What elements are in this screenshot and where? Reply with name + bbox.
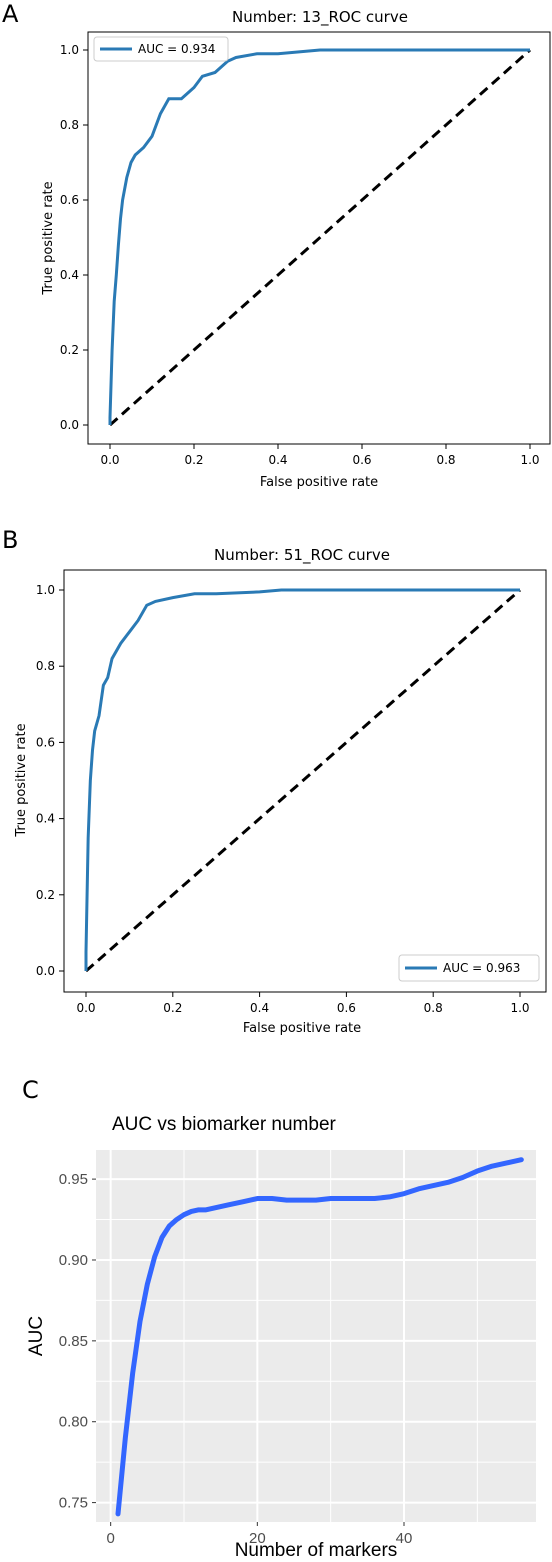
chart-b-ytick-label: 0.8 (36, 659, 55, 673)
chart-c-ytick-label: 0.95 (59, 1171, 88, 1188)
panel-letter-a: A (2, 0, 19, 28)
panel-a: A Number: 13_ROC curve 0.0 0.2 0.4 0.6 0.8 1.… (2, 0, 551, 490)
chart-c-ytick-label: 0.85 (59, 1333, 88, 1350)
panel-c: C AUC vs biomarker number 0 20 400.750.800… (22, 1076, 536, 1561)
chart-b-ytick-label: 0.2 (36, 888, 55, 902)
chart-a-xtick-label: 0.4 (268, 453, 287, 467)
chart-b-legend-box (398, 954, 540, 982)
chart-c-auc-line (115, 1157, 524, 1517)
chart-c-ytick-label: 0.75 (59, 1495, 88, 1512)
chart-b-ytick-label: 0.0 (36, 964, 55, 978)
chart-b-ytick-label: 0.4 (36, 812, 55, 826)
chart-c-ytick-label: 0.80 (59, 1414, 88, 1431)
panel-b: B Number: 51_ROC curve 0.0 0.2 0.4 0.6 0.8 1.… (2, 526, 547, 1036)
chart-a-xtick-label: 0.8 (436, 453, 455, 467)
chart-a-xlabel: False positive rate (260, 475, 378, 490)
chart-a-ytick-label: 1.0 (60, 43, 79, 57)
chart-a-chance-line (109, 48, 531, 427)
chart-a-frame (87, 31, 551, 445)
chart-a-xtick-label: 1.0 (520, 453, 539, 467)
chart-a-ytick-label: 0.4 (60, 268, 79, 282)
chart-b-legend: AUC = 0.963 (398, 954, 540, 982)
panel-letter-b: B (2, 526, 18, 554)
chart-c-ytick-label: 0.90 (59, 1252, 88, 1269)
chart-b-ytick-label: 0.6 (36, 735, 55, 749)
chart-b-chance-line (85, 588, 521, 973)
chart-b-ytick-label: 1.0 (36, 583, 55, 597)
panel-letter-c: C (22, 1076, 39, 1104)
chart-c-panel-background (96, 1150, 536, 1522)
chart-a-ylabel: True positive rate (41, 181, 56, 295)
chart-c-ylabel: AUC (26, 1316, 47, 1356)
chart-c-xtick-label: 40 (396, 1530, 413, 1547)
chart-b-xtick-label: 0.6 (337, 1001, 356, 1015)
chart-b-frame (63, 569, 547, 993)
chart-a-ytick-label: 0.8 (60, 118, 79, 132)
chart-b-xtick-label: 0.2 (163, 1001, 182, 1015)
chart-b-xtick-label: 0.4 (250, 1001, 269, 1015)
chart-b-title: Number: 51_ROC curve (214, 546, 390, 565)
chart-a-ytick-label: 0.6 (60, 193, 79, 207)
chart-a-ytick-label: 0.2 (60, 343, 79, 357)
chart-b-legend-label: AUC = 0.963 (443, 961, 520, 975)
chart-a-legend-box (93, 36, 229, 62)
chart-a-ytick-label: 0.0 (60, 418, 79, 432)
chart-b-xlabel: False positive rate (243, 1021, 361, 1036)
chart-a-ticks: 0.0 0.2 0.4 0.6 0.8 1.0 0.0 0.2 0.4 0.6 0.8 1.0 (60, 43, 540, 467)
chart-b-xtick-label: 0.0 (76, 1001, 95, 1015)
chart-a-title: Number: 13_ROC curve (232, 8, 408, 27)
chart-a-legend-label: AUC = 0.934 (138, 42, 215, 56)
chart-c-ticks: 0 20 40 0.75 0.80 0.85 0.90 0.95 (59, 1171, 413, 1547)
chart-a-xtick-label: 0.6 (352, 453, 371, 467)
chart-a-xtick-label: 0.0 (100, 453, 119, 467)
chart-c-xtick-label: 20 (249, 1530, 266, 1547)
chart-c-xtick-label: 0 (106, 1530, 114, 1547)
chart-b-xtick-label: 0.8 (424, 1001, 443, 1015)
chart-b-ylabel: True positive rate (14, 723, 29, 837)
chart-a-legend: AUC = 0.934 (93, 36, 229, 62)
chart-c-grid (96, 1150, 536, 1522)
chart-b-ticks: 0.0 0.2 0.4 0.6 0.8 1.0 0.0 0.2 0.4 0.6 0.8 1.0 (36, 583, 530, 1015)
chart-c-xlabel: Number of markers (235, 1540, 398, 1561)
chart-a-roc-curve (108, 48, 530, 425)
chart-c-title: AUC vs biomarker number (112, 1114, 337, 1135)
chart-a-xtick-label: 0.2 (184, 453, 203, 467)
chart-b-roc-curve (84, 588, 520, 971)
chart-b-xtick-label: 1.0 (510, 1001, 529, 1015)
